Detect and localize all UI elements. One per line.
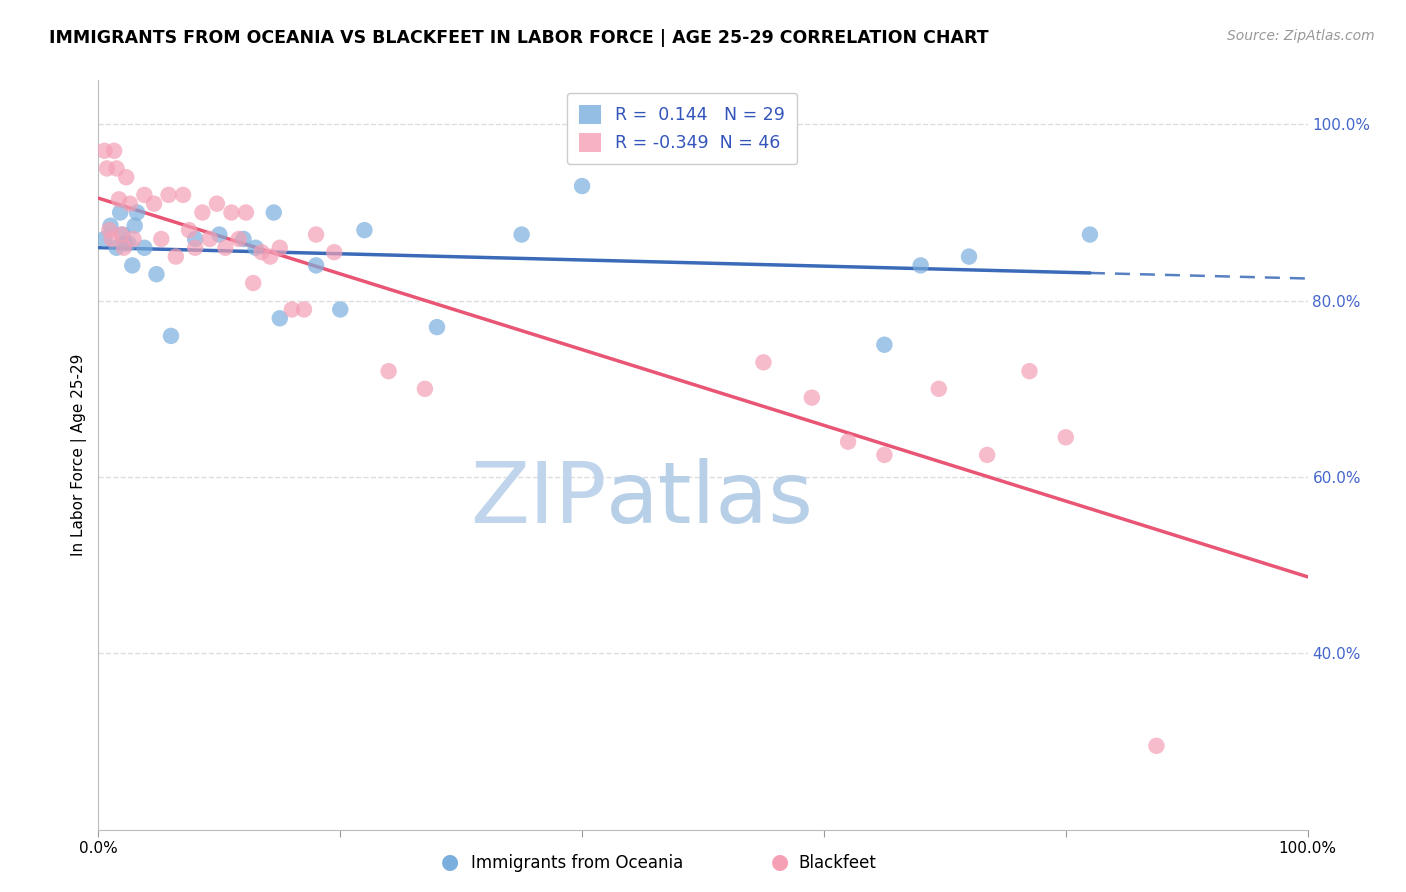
Point — [413, 382, 436, 396]
Point — [1146, 739, 1168, 753]
Point — [179, 223, 201, 237]
Point — [121, 259, 143, 273]
Point — [221, 205, 243, 219]
Point — [105, 161, 128, 176]
Point — [263, 205, 285, 219]
Y-axis label: In Labor Force | Age 25-29: In Labor Force | Age 25-29 — [72, 354, 87, 556]
Point — [110, 227, 132, 242]
Point — [96, 161, 118, 176]
Point — [93, 144, 115, 158]
Point — [957, 250, 980, 264]
Text: Immigrants from Oceania: Immigrants from Oceania — [471, 855, 683, 872]
Point — [118, 236, 141, 251]
Point — [108, 205, 131, 219]
Point — [269, 241, 291, 255]
Point — [205, 196, 228, 211]
Point — [103, 144, 125, 158]
Point — [281, 302, 304, 317]
Point — [837, 434, 859, 449]
Point — [93, 232, 115, 246]
Point — [122, 232, 145, 246]
Text: Source: ZipAtlas.com: Source: ZipAtlas.com — [1227, 29, 1375, 43]
Point — [235, 205, 257, 219]
Point — [214, 241, 236, 255]
Point — [1078, 227, 1101, 242]
Point — [426, 320, 449, 334]
Point — [228, 232, 250, 246]
Point — [510, 227, 533, 242]
Point — [157, 187, 180, 202]
Point — [124, 219, 146, 233]
Point — [118, 196, 141, 211]
Point — [269, 311, 291, 326]
Point — [259, 250, 281, 264]
Point — [800, 391, 823, 405]
Point — [292, 302, 315, 317]
Point — [105, 241, 128, 255]
Point — [143, 196, 166, 211]
Point — [160, 329, 183, 343]
Point — [165, 250, 187, 264]
Point — [108, 192, 131, 206]
Point — [873, 337, 896, 351]
Point — [976, 448, 998, 462]
Point — [242, 276, 264, 290]
Point — [134, 241, 156, 255]
Point — [191, 205, 214, 219]
Text: atlas: atlas — [606, 458, 814, 541]
Text: ●: ● — [772, 853, 789, 872]
Point — [377, 364, 399, 378]
Point — [305, 227, 328, 242]
Point — [134, 187, 156, 202]
Point — [323, 245, 346, 260]
Point — [111, 227, 134, 242]
Text: ●: ● — [441, 853, 458, 872]
Point — [208, 227, 231, 242]
Point — [127, 205, 149, 219]
Point — [112, 241, 135, 255]
Point — [184, 241, 207, 255]
Point — [198, 232, 221, 246]
Point — [145, 267, 167, 281]
Point — [571, 179, 593, 194]
Point — [115, 170, 138, 185]
Point — [100, 232, 122, 246]
Point — [98, 223, 121, 237]
Point — [245, 241, 267, 255]
Point — [329, 302, 352, 317]
Point — [305, 259, 328, 273]
Point — [752, 355, 775, 369]
Point — [1018, 364, 1040, 378]
Point — [353, 223, 375, 237]
Point — [232, 232, 254, 246]
Point — [910, 259, 932, 273]
Text: IMMIGRANTS FROM OCEANIA VS BLACKFEET IN LABOR FORCE | AGE 25-29 CORRELATION CHAR: IMMIGRANTS FROM OCEANIA VS BLACKFEET IN … — [49, 29, 988, 46]
Point — [873, 448, 896, 462]
Point — [172, 187, 194, 202]
Legend: R =  0.144   N = 29, R = -0.349  N = 46: R = 0.144 N = 29, R = -0.349 N = 46 — [567, 93, 797, 164]
Point — [114, 236, 136, 251]
Point — [100, 219, 122, 233]
Point — [184, 232, 207, 246]
Point — [150, 232, 173, 246]
Point — [928, 382, 950, 396]
Text: Blackfeet: Blackfeet — [799, 855, 876, 872]
Point — [250, 245, 273, 260]
Point — [1054, 430, 1077, 444]
Text: ZIP: ZIP — [470, 458, 606, 541]
